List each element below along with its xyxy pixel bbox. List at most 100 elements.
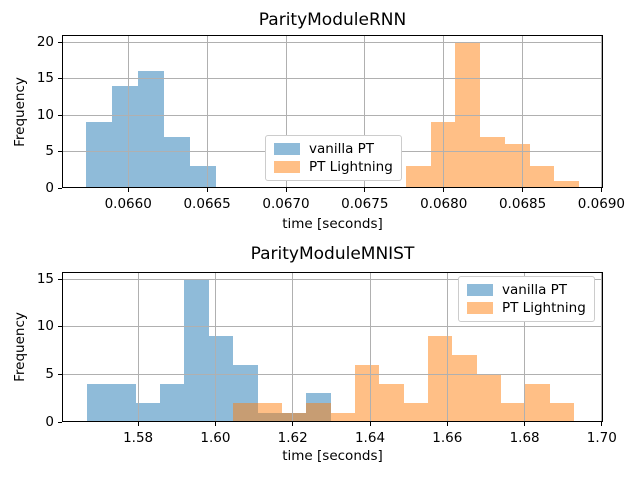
gridline-vertical (369, 272, 371, 422)
plot-area-rnn: 0.0660 0.0665 0.0670 0.0675 0.0680 0.0685 0.06… (37, 34, 625, 211)
x-tick-label: 1.68 (509, 430, 540, 446)
x-tick-label: 0.0660 (104, 196, 152, 212)
gridline-horizontal (62, 373, 603, 375)
legend-entry: PT Lightning (274, 158, 393, 176)
x-tick-label: 0.0690 (577, 196, 626, 212)
gridline-horizontal (62, 41, 603, 43)
gridline-horizontal (62, 326, 603, 328)
histogram-bar-vanilla-pt (209, 336, 233, 422)
histogram-bar-vanilla-pt (112, 86, 138, 188)
x-tick-label: 1.62 (277, 430, 308, 446)
x-tick-label: 1.64 (354, 430, 386, 446)
gridline-vertical (522, 35, 524, 188)
x-tick-label: 1.70 (586, 430, 617, 446)
x-tick-label: 0.0675 (341, 196, 389, 212)
legend: vanilla PT PT Lightning (265, 135, 402, 181)
y-tick-mark (58, 373, 62, 375)
y-tick-mark (58, 78, 62, 80)
gridline-vertical (127, 35, 129, 188)
histogram-bar-pt-lightning (530, 166, 554, 188)
legend-label: PT Lightning (309, 159, 393, 175)
x-axis-label-mnist: time [seconds] (282, 448, 383, 464)
y-tick-label: 15 (36, 70, 54, 87)
legend-label: vanilla PT (502, 282, 568, 298)
gridline-vertical (443, 35, 445, 188)
x-tick-label: 0.0670 (262, 196, 310, 212)
chart-title-mnist: ParityModuleMNIST (250, 244, 415, 264)
histogram-bar-pt-lightning (525, 383, 550, 422)
histogram-bar-vanilla-pt (190, 166, 216, 188)
y-tick-mark (58, 151, 62, 153)
y-tick-mark (58, 114, 62, 116)
legend-label: vanilla PT (309, 141, 375, 157)
x-tick-mark (206, 188, 208, 192)
y-tick-label: 0 (45, 179, 54, 196)
histogram-bar-pt-lightning (452, 355, 477, 422)
legend-swatch (274, 161, 300, 173)
x-tick-label: 1.60 (200, 430, 231, 446)
gridline-vertical (285, 35, 287, 188)
x-tick-mark (601, 422, 603, 426)
histogram-bar-vanilla-pt (87, 383, 111, 422)
x-tick-label: 0.0685 (498, 196, 547, 212)
y-tick-mark (58, 187, 62, 189)
legend-swatch (467, 284, 493, 296)
x-tick-mark (364, 188, 366, 192)
histogram-bar-pt-lightning (477, 374, 501, 422)
x-tick-mark (137, 422, 139, 426)
x-tick-mark (127, 188, 129, 192)
y-tick-label: 0 (45, 413, 54, 430)
gridline-vertical (364, 35, 366, 188)
legend-entry: PT Lightning (467, 299, 586, 317)
histogram-bar-pt-lightning (404, 403, 428, 422)
y-tick-mark (58, 421, 62, 423)
histogram-bar-pt-lightning (331, 412, 355, 422)
histogram-bar-vanilla-pt (184, 279, 209, 422)
gridline-vertical (292, 272, 294, 422)
histogram-bar-vanilla-pt (164, 137, 190, 188)
y-tick-label: 5 (45, 365, 54, 382)
x-tick-mark (443, 188, 445, 192)
histogram-bar-pt-lightning (233, 403, 258, 422)
y-tick-label: 10 (36, 318, 54, 335)
histogram-bar-vanilla-pt (136, 403, 160, 422)
gridline-vertical (206, 35, 208, 188)
y-tick-label: 10 (36, 106, 54, 123)
histogram-bar-vanilla-pt (86, 122, 112, 188)
histogram-bar-pt-lightning (428, 336, 452, 422)
gridline-vertical (137, 272, 139, 422)
histogram-bar-pt-lightning (501, 403, 525, 422)
gridline-vertical (600, 35, 602, 188)
legend-label: PT Lightning (502, 300, 586, 316)
legend-swatch (467, 302, 493, 314)
gridline-vertical (446, 272, 448, 422)
histogram-bar-pt-lightning (379, 383, 404, 422)
gridline-vertical (601, 272, 603, 422)
gridline-vertical (214, 272, 216, 422)
x-tick-mark (285, 188, 287, 192)
histogram-bar-vanilla-pt (111, 383, 136, 422)
histogram-bar-pt-lightning (431, 122, 455, 188)
histogram-bar-pt-lightning (480, 137, 505, 188)
histogram-bar-vanilla-pt (160, 383, 184, 422)
legend: vanilla PT PT Lightning (458, 276, 595, 322)
gridline-horizontal (62, 114, 603, 116)
x-tick-mark (446, 422, 448, 426)
legend-swatch (274, 143, 300, 155)
y-tick-mark (58, 41, 62, 43)
histogram-bar-pt-lightning (306, 403, 331, 422)
histogram-bar-vanilla-pt (138, 71, 164, 188)
x-tick-mark (292, 422, 294, 426)
histogram-bar-pt-lightning (258, 403, 282, 422)
x-tick-mark (524, 422, 526, 426)
gridline-horizontal (62, 278, 603, 280)
gridline-horizontal (62, 78, 603, 80)
y-axis-label-mnist: Frequency (12, 312, 28, 382)
y-tick-mark (58, 326, 62, 328)
y-axis-label-rnn: Frequency (12, 77, 28, 147)
plot-area-mnist: 1.58 1.60 1.62 1.64 1.66 1.68 1.70 0 5 10 15 vanill… (37, 271, 617, 445)
chart-title-rnn: ParityModuleRNN (258, 10, 407, 30)
legend-entry: vanilla PT (274, 140, 393, 158)
y-tick-label: 15 (36, 270, 54, 287)
